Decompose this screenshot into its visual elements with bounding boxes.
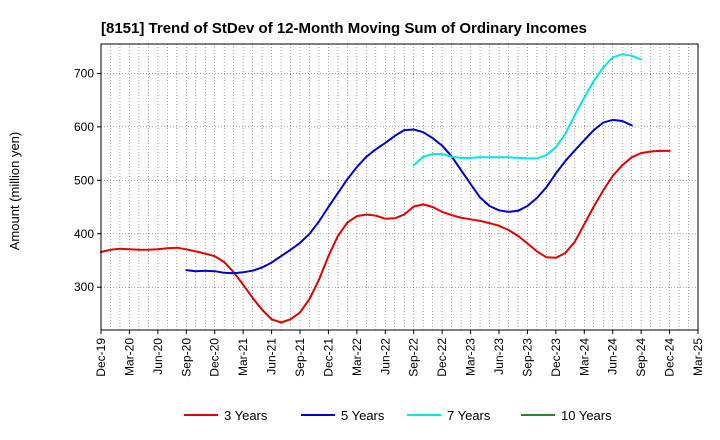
grid: [101, 44, 698, 330]
y-tick-label: 300: [74, 280, 94, 294]
x-tick-label: Mar-25: [691, 338, 705, 376]
y-tick-label: 400: [74, 227, 94, 241]
legend-label: 3 Years: [224, 408, 268, 423]
legend-label: 5 Years: [341, 408, 385, 423]
chart-title: [8151] Trend of StDev of 12-Month Moving…: [101, 20, 587, 37]
legend: 3 Years 5 Years 7 Years 10 Years: [184, 408, 612, 423]
x-tick-label: Sep-22: [407, 338, 421, 377]
x-tick-label: Dec-24: [663, 338, 677, 377]
x-tick-label: Mar-22: [350, 338, 364, 376]
x-tick-label: Jun-23: [492, 338, 506, 375]
x-tick-label: Sep-21: [293, 338, 307, 377]
x-tick-label: Mar-20: [122, 338, 136, 376]
legend-label: 10 Years: [561, 408, 612, 423]
plot-area: [101, 44, 698, 330]
x-tick-label: Mar-21: [236, 338, 250, 376]
series-line-3-years: [100, 149, 671, 324]
x-tick-label: Jun-24: [606, 338, 620, 375]
x-tick-label: Jun-22: [378, 338, 392, 375]
x-tick-label: Jun-20: [151, 338, 165, 375]
series-layer: [100, 53, 671, 324]
series-line-5-years: [185, 118, 633, 275]
plot-background: [101, 44, 698, 330]
y-tick-label: 500: [74, 173, 94, 187]
y-tick-label: 700: [74, 66, 94, 80]
x-tick-label: Mar-23: [464, 338, 478, 376]
y-axis-label: Amount (million yen): [7, 132, 22, 251]
x-tick-label: Dec-21: [321, 338, 335, 377]
legend-label: 7 Years: [447, 408, 491, 423]
x-tick-label: Jun-21: [265, 338, 279, 375]
x-tick-label: Sep-20: [179, 338, 193, 377]
y-tick-label: 600: [74, 120, 94, 134]
plot-border: [100, 43, 699, 331]
axes: 300 400 500 600 700 Dec-19 Mar-20 Jun-20 Sep-20 D…: [74, 43, 705, 377]
x-tick-label: Dec-20: [208, 338, 222, 377]
x-tick-label: Sep-23: [520, 338, 534, 377]
x-tick-label: Dec-22: [435, 338, 449, 377]
x-tick-label: Mar-24: [577, 338, 591, 376]
x-tick-label: Dec-19: [94, 338, 108, 377]
x-tick-label: Dec-23: [549, 338, 563, 377]
x-tick-label: Sep-24: [634, 338, 648, 377]
series-line-7-years: [412, 53, 643, 167]
